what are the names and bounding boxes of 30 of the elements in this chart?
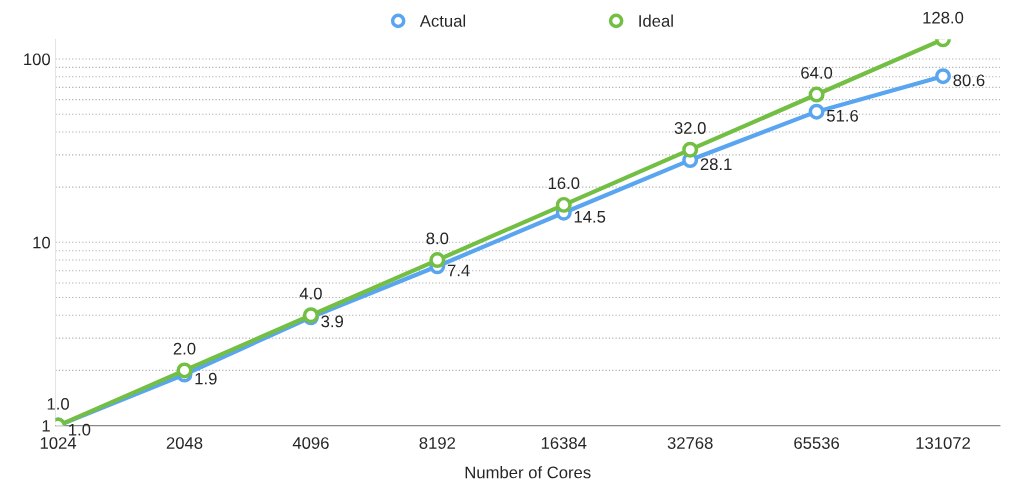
x-tick-label: 65536 [794,437,840,449]
data-label: 4.0 [299,287,322,300]
data-label: 16.0 [548,177,580,190]
x-tick-label: 2048 [166,437,203,449]
data-label: 3.9 [321,315,344,328]
data-label: 7.4 [447,264,470,277]
data-label: 2.0 [173,342,196,355]
data-label: 1.9 [195,372,217,385]
x-tick-label: 8192 [419,437,456,449]
x-tick-label: 4096 [292,437,329,449]
x-axis-title: Number of Cores [465,466,591,479]
x-tick-label: 32768 [667,437,713,449]
x-tick-label: 131072 [916,437,970,449]
legend-label: Actual [419,14,466,27]
data-label: 28.1 [700,158,732,171]
x-tick-label: 1024 [40,437,77,449]
data-label: 1.0 [69,423,91,436]
data-label: 128.0 [923,11,964,24]
data-label: 64.0 [801,66,833,79]
data-label: 80.6 [953,74,985,87]
legend-label: Ideal [639,14,673,27]
data-label: 32.0 [674,122,706,134]
data-label: 8.0 [426,232,449,245]
y-tick-label: 10 [33,236,51,249]
data-label: 51.6 [826,109,859,122]
y-tick-label: 100 [24,53,51,66]
y-tick-label: 1 [42,420,50,432]
x-tick-label: 16384 [541,437,587,449]
data-label: 14.5 [574,211,606,223]
data-label: 1.0 [47,397,70,410]
